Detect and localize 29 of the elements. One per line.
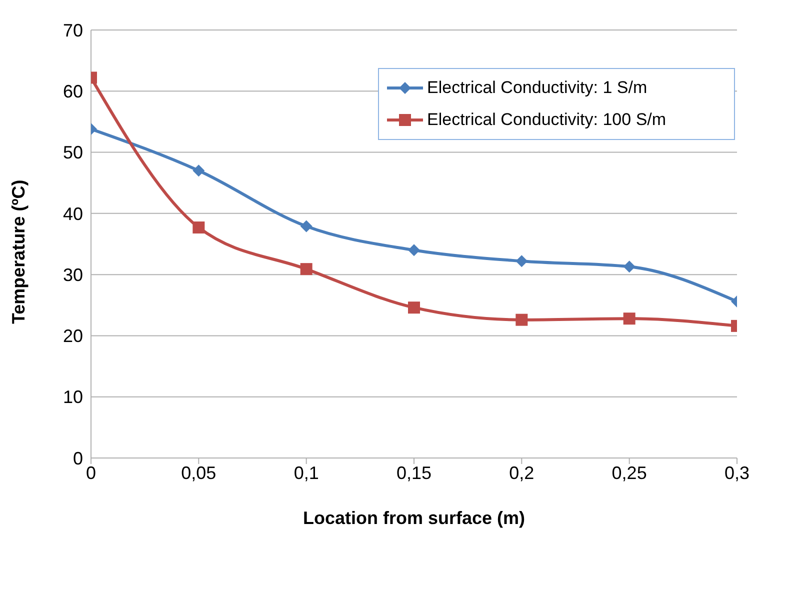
x-tick-label: 0,05 bbox=[181, 462, 216, 483]
point bbox=[192, 221, 205, 234]
point bbox=[623, 312, 636, 325]
y-tick-label: 10 bbox=[62, 387, 83, 408]
point bbox=[516, 314, 528, 326]
x-tick-label: 0,3 bbox=[724, 462, 750, 483]
y-tick-label: 50 bbox=[62, 142, 83, 163]
y-tick-label: 20 bbox=[62, 326, 83, 346]
x-axis-title: Location from surface (m) bbox=[302, 508, 526, 528]
y-tick-label: 70 bbox=[62, 20, 83, 40]
y-tick-label: 0 bbox=[72, 448, 83, 468]
point bbox=[300, 263, 312, 276]
x-tick-label: 0,1 bbox=[294, 462, 319, 483]
y-tick-label: 30 bbox=[62, 264, 83, 285]
x-tick-label: 0 bbox=[86, 462, 96, 483]
point bbox=[408, 244, 420, 256]
point bbox=[192, 164, 205, 177]
x-tick-label: 0,15 bbox=[396, 462, 432, 483]
x-tick-label: 0,25 bbox=[612, 462, 647, 483]
legend-label: Electrical Conductivity: 100 S/m bbox=[427, 110, 666, 130]
y-tick-label: 60 bbox=[62, 82, 83, 102]
point bbox=[408, 302, 420, 314]
y-axis-title: Temperature (ºC) bbox=[8, 180, 28, 324]
y-tick-label: 40 bbox=[62, 204, 83, 224]
legend-label: Electrical Conductivity: 1 S/m bbox=[427, 78, 648, 98]
point bbox=[300, 220, 312, 232]
point bbox=[516, 255, 528, 268]
point bbox=[623, 260, 636, 273]
x-tick-label: 0,2 bbox=[509, 462, 534, 483]
